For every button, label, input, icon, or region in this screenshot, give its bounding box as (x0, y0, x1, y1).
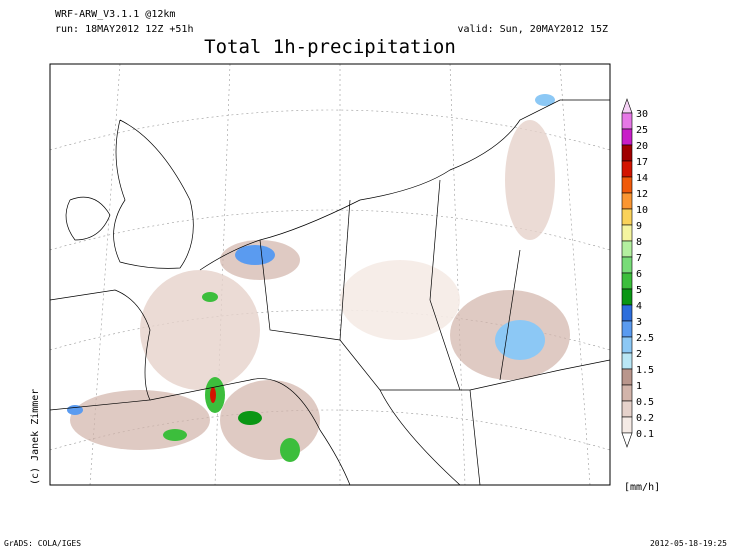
colorbar-label: 14 (636, 173, 648, 184)
colorbar-box (621, 240, 633, 258)
colorbar-arrow (621, 98, 633, 114)
colorbar-label: 8 (636, 237, 642, 248)
colorbar-box (621, 368, 633, 386)
colorbar-label: 0.1 (636, 429, 654, 440)
colorbar-label: 4 (636, 301, 642, 312)
footer-left: GrADS: COLA/IGES (4, 539, 81, 548)
colorbar-label: 3 (636, 317, 642, 328)
colorbar-label: 25 (636, 125, 648, 136)
model-label: WRF-ARW_V3.1.1 @12km (55, 9, 175, 20)
colorbar-box (621, 176, 633, 194)
colorbar-box (621, 208, 633, 226)
colorbar-box (621, 320, 633, 338)
footer-right: 2012-05-18-19:25 (650, 539, 727, 548)
colorbar-box (621, 352, 633, 370)
colorbar-label: 1.5 (636, 365, 654, 376)
colorbar-arrow (621, 432, 633, 448)
colorbar-box (621, 384, 633, 402)
map (49, 63, 611, 486)
credit-label: (c) Janek Zimmer (30, 389, 41, 485)
run-label: run: 18MAY2012 12Z +51h (55, 24, 193, 35)
colorbar-box (621, 256, 633, 274)
colorbar-box (621, 336, 633, 354)
colorbar-label: 0.2 (636, 413, 654, 424)
colorbar-box (621, 112, 633, 130)
colorbar-label: 12 (636, 189, 648, 200)
precipitation (67, 94, 570, 462)
colorbar-box (621, 224, 633, 242)
colorbar-box (621, 272, 633, 290)
colorbar-label: 1 (636, 381, 642, 392)
colorbar-box (621, 192, 633, 210)
colorbar-label: 5 (636, 285, 642, 296)
borders (49, 99, 611, 486)
colorbar-label: 6 (636, 269, 642, 280)
colorbar-label: 2 (636, 349, 642, 360)
colorbar-label: 0.5 (636, 397, 654, 408)
colorbar-box (621, 304, 633, 322)
colorbar-box (621, 400, 633, 418)
map-frame (49, 63, 611, 486)
colorbar-label: 20 (636, 141, 648, 152)
colorbar-box (621, 160, 633, 178)
colorbar-box (621, 128, 633, 146)
colorbar-label: 17 (636, 157, 648, 168)
colorbar-label: 10 (636, 205, 648, 216)
colorbar-label: 7 (636, 253, 642, 264)
colorbar-box (621, 416, 633, 434)
colorbar-box (621, 288, 633, 306)
colorbar-label: 2.5 (636, 333, 654, 344)
colorbar-label: 9 (636, 221, 642, 232)
unit-label: [mm/h] (624, 482, 660, 493)
colorbar: 30 25 20 17 14 12 10 9 8 7 6 5 4 3 2.5 2 1.5 1 0.5 0.2 0.1 (621, 98, 654, 448)
colorbar-label: 30 (636, 109, 648, 120)
colorbar-box (621, 144, 633, 162)
map-title: Total 1h-precipitation (204, 36, 456, 58)
valid-label: valid: Sun, 20MAY2012 15Z (457, 24, 608, 35)
